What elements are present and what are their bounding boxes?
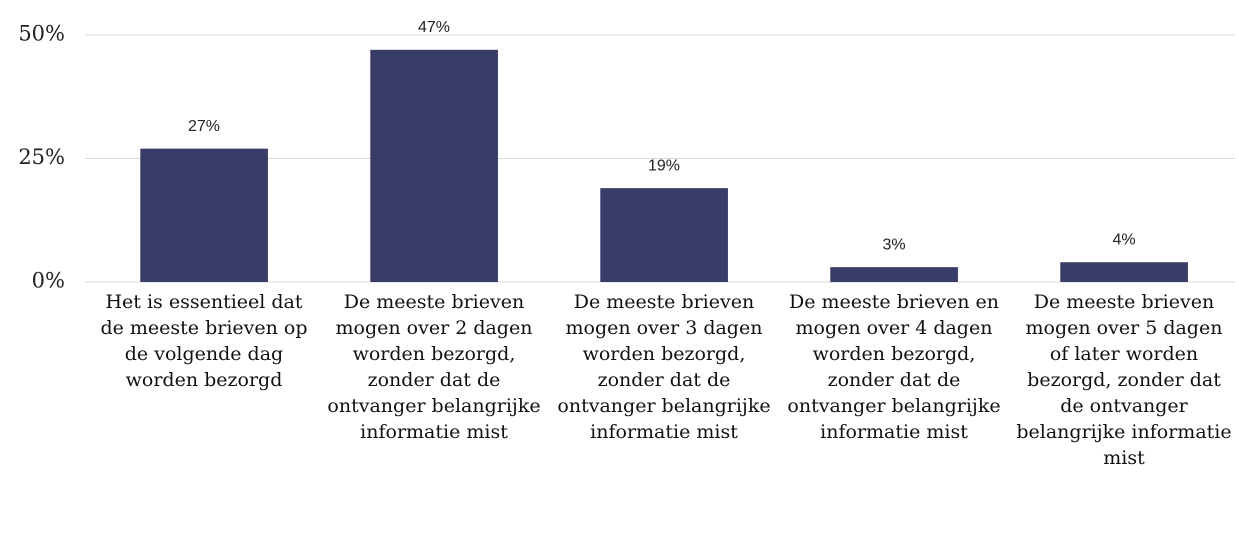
x-tick-label: De meeste brieven mogen over 2 dagen wor… xyxy=(327,291,541,443)
bar xyxy=(140,148,268,282)
value-label: 27% xyxy=(188,118,220,135)
y-tick-label: 50% xyxy=(18,22,65,46)
bar xyxy=(370,49,498,282)
value-label: 19% xyxy=(648,157,680,174)
bar xyxy=(830,267,958,282)
value-label: 3% xyxy=(882,236,905,253)
x-tick-label: De meeste brieven en mogen over 4 dagen … xyxy=(787,291,1001,443)
x-tick-label: Het is essentieel dat de meeste brieven … xyxy=(100,291,308,391)
value-label: 47% xyxy=(418,19,450,36)
x-tick-label: De meeste brieven mogen over 5 dagen of … xyxy=(1016,291,1232,469)
bar xyxy=(1060,262,1188,282)
y-tick-label: 0% xyxy=(32,269,65,293)
bar xyxy=(600,188,728,282)
y-tick-label: 25% xyxy=(18,145,65,169)
value-label: 4% xyxy=(1112,231,1135,248)
x-tick-label: De meeste brieven mogen over 3 dagen wor… xyxy=(557,291,771,443)
